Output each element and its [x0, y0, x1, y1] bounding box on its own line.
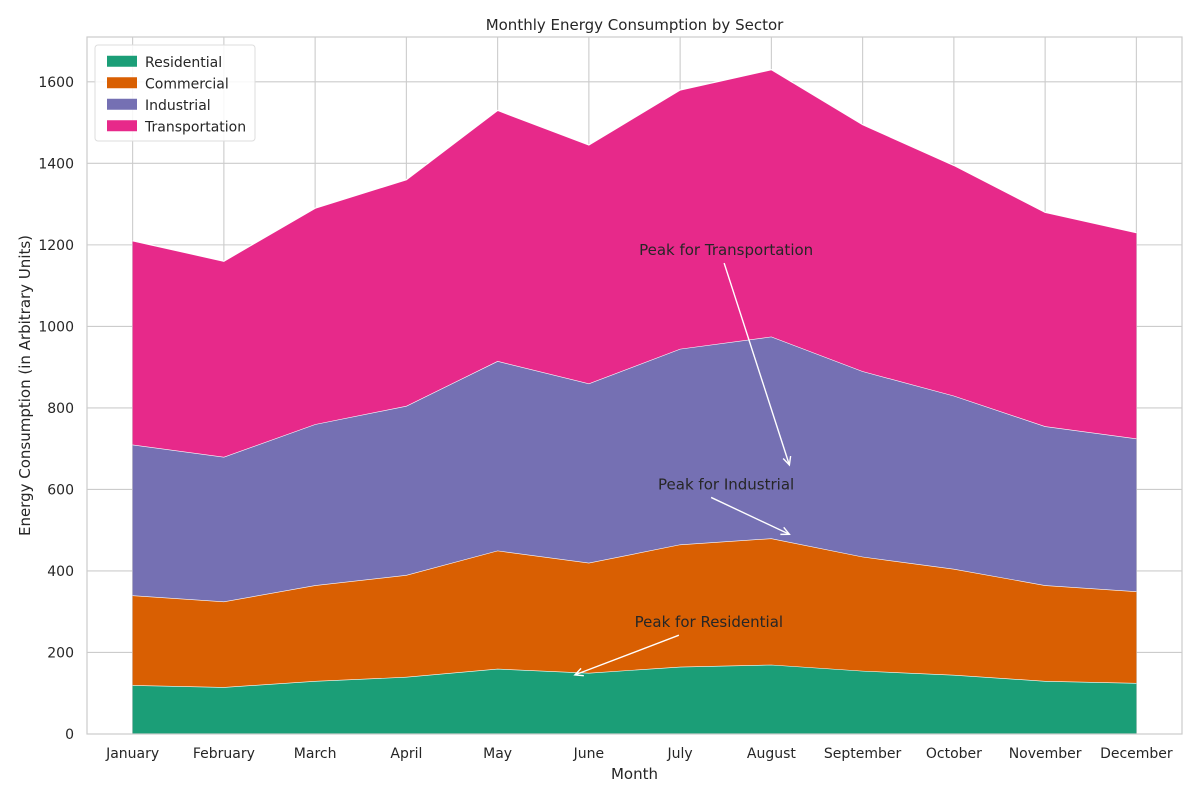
y-tick-label: 200: [47, 645, 74, 661]
annotation-text: Peak for Transportation: [639, 241, 813, 259]
x-tick-label: November: [1009, 746, 1082, 762]
x-tick-label: May: [483, 746, 512, 762]
x-axis-label: Month: [611, 765, 658, 783]
legend-swatch: [107, 120, 137, 132]
y-tick-label: 0: [65, 727, 74, 743]
legend-swatch: [107, 55, 137, 67]
annotations: Peak for Residential Peak for Industrial P…: [573, 241, 813, 677]
legend-swatch: [107, 98, 137, 110]
area-industrial: [132, 336, 1137, 602]
annotation-arrow: [723, 262, 791, 466]
area-residential: [132, 664, 1137, 734]
x-tick-label: January: [105, 746, 159, 762]
area-transportation: [132, 69, 1137, 457]
x-tick-label: February: [193, 746, 255, 762]
y-tick-label: 600: [47, 482, 74, 498]
annotation-arrowhead: [573, 667, 584, 677]
x-tick-label: March: [294, 746, 337, 762]
x-tick-label: August: [747, 746, 797, 762]
y-tick-label: 1600: [38, 75, 74, 91]
x-tick-label: July: [667, 746, 693, 762]
legend-label: Commercial: [145, 76, 229, 92]
y-tick-label: 800: [47, 401, 74, 417]
legend-swatch: [107, 77, 137, 89]
legend-label: Industrial: [145, 98, 211, 114]
x-tick-label: October: [926, 746, 982, 762]
x-tick-label: June: [573, 746, 605, 762]
legend-label: Residential: [145, 55, 222, 71]
x-tick-label: September: [824, 746, 902, 762]
x-tick-label: April: [390, 746, 422, 762]
annotation-arrow: [710, 496, 790, 535]
area-edge-residential: [132, 664, 1137, 688]
annotation-arrowhead: [780, 526, 791, 536]
annotation-arrow: [574, 634, 680, 676]
area-edge-transportation: [132, 68, 1137, 262]
legend-box: [94, 44, 256, 142]
y-tick-label: 1000: [38, 319, 74, 335]
annotation-text: Peak for Residential: [635, 613, 783, 631]
x-tick-label: December: [1100, 746, 1173, 762]
y-tick-label: 1400: [38, 156, 74, 172]
annotation-arrowhead: [782, 455, 792, 467]
y-tick-label: 1200: [38, 238, 74, 254]
legend-label: Transportation: [144, 119, 246, 135]
y-axis-label: Energy Consumption (in Arbitrary Units): [16, 235, 34, 536]
chart-title: Monthly Energy Consumption by Sector: [486, 16, 784, 34]
annotation-text: Peak for Industrial: [658, 475, 794, 493]
plot-frame: [86, 36, 1183, 735]
area-layer: [132, 68, 1137, 734]
y-tick-label: 400: [47, 564, 74, 580]
area-commercial: [132, 538, 1137, 688]
legend: Residential Commercial Industrial Transport…: [94, 44, 256, 142]
tick-labels: 0 200 400 600 800 1000 1200 1400 1600 January Febr…: [38, 75, 1173, 762]
